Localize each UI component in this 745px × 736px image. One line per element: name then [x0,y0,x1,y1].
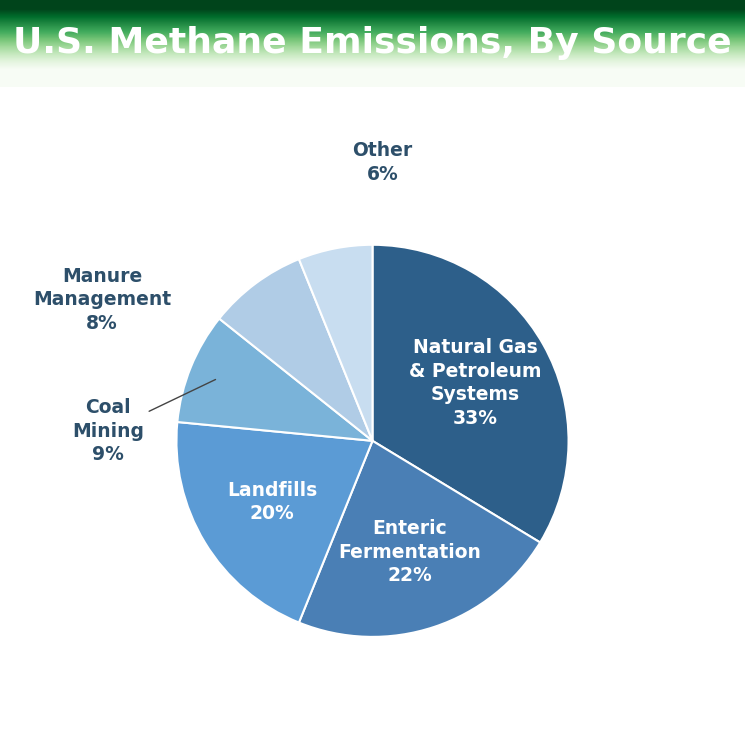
Wedge shape [299,441,540,637]
Wedge shape [219,259,372,441]
Text: Coal
Mining
9%: Coal Mining 9% [72,380,215,464]
Wedge shape [372,245,568,542]
Wedge shape [177,422,372,623]
Text: Other
6%: Other 6% [352,141,413,184]
Text: Natural Gas
& Petroleum
Systems
33%: Natural Gas & Petroleum Systems 33% [409,339,542,428]
Text: U.S. Methane Emissions, By Source: U.S. Methane Emissions, By Source [13,26,732,60]
Text: Enteric
Fermentation
22%: Enteric Fermentation 22% [338,520,481,585]
Text: Landfills
20%: Landfills 20% [226,481,317,523]
Text: Manure
Management
8%: Manure Management 8% [33,266,171,333]
Wedge shape [299,245,372,441]
Wedge shape [177,319,372,441]
